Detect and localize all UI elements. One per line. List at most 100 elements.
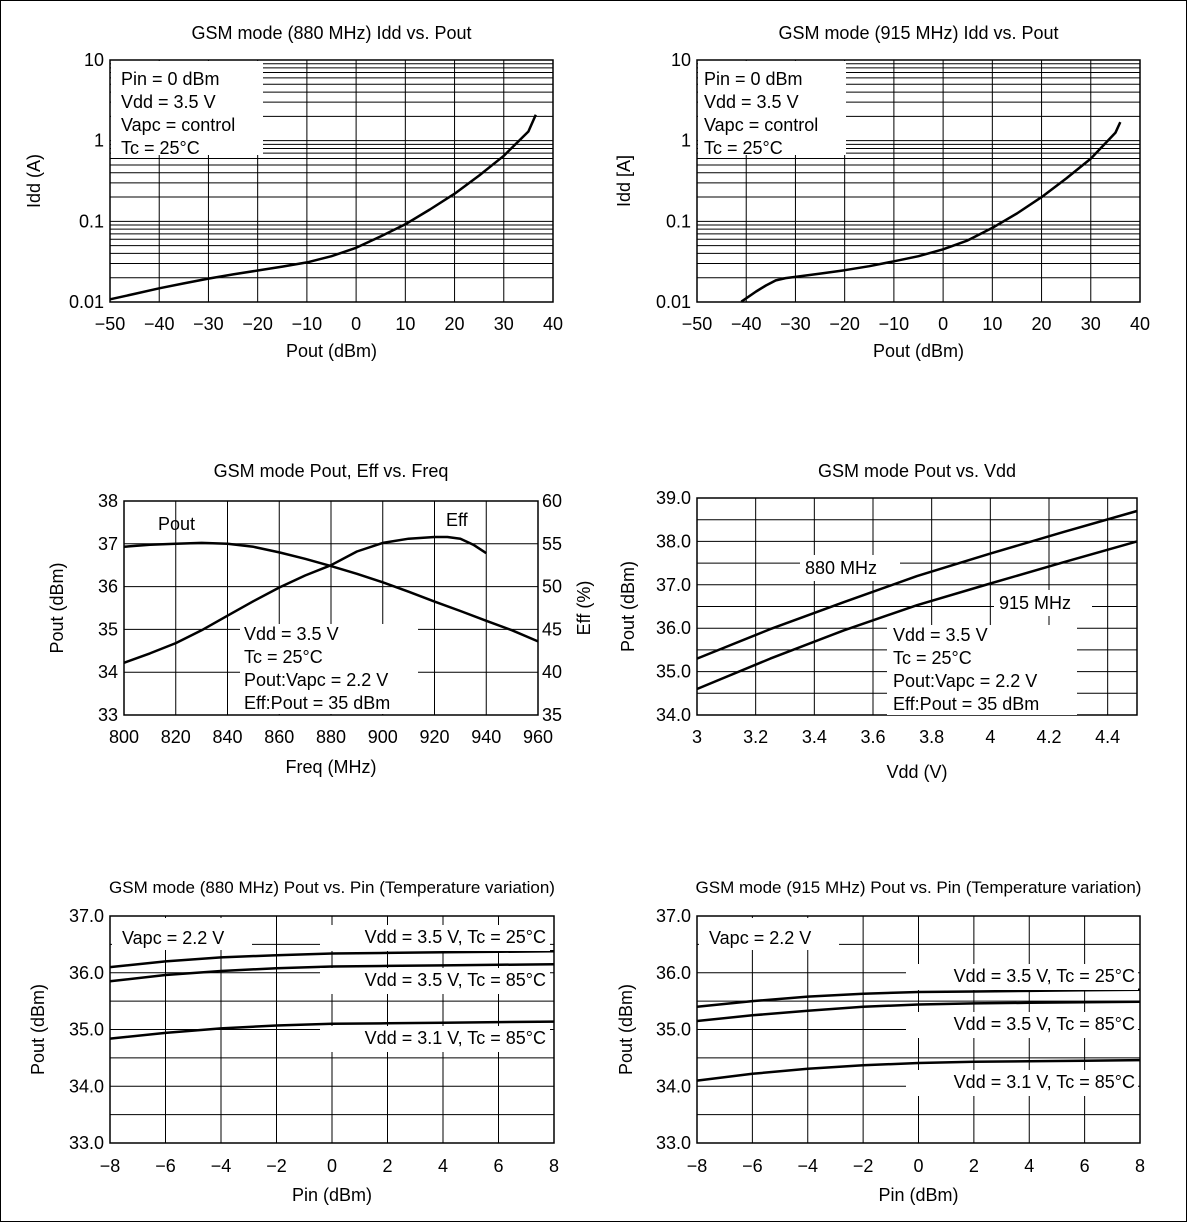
- y-tick-label: 0.01: [656, 292, 691, 312]
- chart-title: GSM mode Pout vs. Vdd: [818, 461, 1016, 481]
- plot-frame: [123, 500, 539, 716]
- series-label: Vdd = 3.1 V, Tc = 85°C: [365, 1028, 546, 1048]
- y-tick-label: 35: [98, 619, 118, 639]
- y-tick-label: 37: [98, 534, 118, 554]
- series-line-0: [696, 988, 1141, 1009]
- y-tick-label: 10: [84, 50, 104, 70]
- annotation-line: Vdd = 3.5 V: [244, 624, 339, 644]
- series-label: Vdd = 3.5 V, Tc = 25°C: [954, 966, 1135, 986]
- series-label-bg: [906, 964, 1138, 990]
- x-tick-label: 3.6: [860, 727, 885, 747]
- series-line-1: [696, 1000, 1141, 1023]
- annotation-line: Tc = 25°C: [244, 647, 323, 667]
- annotation-line: Eff:Pout = 35 dBm: [893, 694, 1039, 714]
- annotation-line: Tc = 25°C: [121, 138, 200, 158]
- chart-title: GSM mode Pout, Eff vs. Freq: [214, 461, 449, 481]
- x-tick-label: 880: [316, 727, 346, 747]
- x-tick-label: 4.4: [1095, 727, 1120, 747]
- x-tick-label: 840: [212, 727, 242, 747]
- series-label-bg: [800, 555, 900, 581]
- annotation-line: Pout:Vapc = 2.2 V: [244, 670, 388, 690]
- annotation-line: Tc = 25°C: [893, 648, 972, 668]
- y2-tick-label: 55: [542, 534, 562, 554]
- annotation-line: Tc = 25°C: [704, 138, 783, 158]
- y-axis-label: Pout (dBm): [618, 561, 638, 652]
- y-tick-label: 38.0: [656, 531, 691, 551]
- x-tick-label: 10: [982, 314, 1002, 334]
- x-axis-label: Pout (dBm): [286, 341, 377, 361]
- series-label-bg: [906, 1070, 1138, 1096]
- x-tick-label: 4: [1024, 1156, 1034, 1176]
- x-tick-label: 40: [1130, 314, 1150, 334]
- y-tick-label: 34.0: [656, 705, 691, 725]
- series-line-0: [109, 949, 555, 969]
- x-tick-label: 10: [395, 314, 415, 334]
- series-label-bg: [320, 925, 550, 951]
- x-tick-label: −50: [95, 314, 126, 334]
- series-line-0: [740, 121, 1122, 303]
- chart-c3: GSM mode Pout, Eff vs. Freq Vdd = 3.5 V Tc…: [47, 461, 594, 777]
- y-tick-label: 35.0: [656, 1020, 691, 1040]
- annotation-box: [887, 625, 1077, 715]
- x-axis-label: Pin (dBm): [292, 1185, 372, 1205]
- x-tick-label: −2: [853, 1156, 874, 1176]
- annotation-line: Vdd = 3.5 V: [121, 92, 216, 112]
- annotation-line: Vapc = 2.2 V: [709, 928, 811, 948]
- annotation-box: [112, 918, 252, 950]
- x-axis-label: Pout (dBm): [873, 341, 964, 361]
- x-tick-label: 4: [985, 727, 995, 747]
- chart-c6: GSM mode (915 MHz) Pout vs. Pin (Tempera…: [616, 878, 1145, 1205]
- x-tick-label: −8: [687, 1156, 708, 1176]
- x-tick-label: 4.2: [1036, 727, 1061, 747]
- x-tick-label: −20: [829, 314, 860, 334]
- x-tick-label: −30: [780, 314, 811, 334]
- x-tick-label: 20: [445, 314, 465, 334]
- x-tick-label: −30: [193, 314, 224, 334]
- chart-c5: GSM mode (880 MHz) Pout vs. Pin (Tempera…: [28, 878, 559, 1205]
- y-tick-label: 0.1: [666, 211, 691, 231]
- x-axis-label: Vdd (V): [886, 762, 947, 782]
- series-label: Vdd = 3.5 V, Tc = 85°C: [954, 1014, 1135, 1034]
- y-tick-label: 34.0: [656, 1076, 691, 1096]
- y-axis-label: Pout (dBm): [616, 984, 636, 1075]
- y-tick-label: 0.1: [79, 211, 104, 231]
- series-line-2: [696, 1058, 1141, 1082]
- x-tick-label: 0: [351, 314, 361, 334]
- y-tick-label: 1: [681, 131, 691, 151]
- x-tick-label: 20: [1032, 314, 1052, 334]
- x-tick-label: 940: [471, 727, 501, 747]
- y-tick-label: 1: [94, 131, 104, 151]
- y-tick-label: 37.0: [656, 906, 691, 926]
- series-label-bg: [320, 1026, 550, 1052]
- series-label: Vdd = 3.5 V, Tc = 25°C: [365, 927, 546, 947]
- x-tick-label: 4: [438, 1156, 448, 1176]
- series-label: 880 MHz: [805, 558, 877, 578]
- x-tick-label: −8: [100, 1156, 121, 1176]
- chart-title: GSM mode (915 MHz) Idd vs. Pout: [778, 23, 1058, 43]
- x-tick-label: 3.4: [802, 727, 827, 747]
- annotation-line: Vapc = 2.2 V: [122, 928, 224, 948]
- y-tick-label: 39.0: [656, 488, 691, 508]
- annotation-box: [698, 61, 846, 155]
- annotation-line: Vdd = 3.5 V: [893, 625, 988, 645]
- y-tick-label: 34: [98, 662, 118, 682]
- y-axis-label: Pout (dBm): [47, 562, 67, 653]
- y2-axis-label: Eff (%): [574, 581, 594, 636]
- x-tick-label: 2: [969, 1156, 979, 1176]
- y-tick-label: 38: [98, 491, 118, 511]
- plot-frame: [696, 59, 1141, 303]
- x-tick-label: −40: [731, 314, 762, 334]
- y-tick-label: 33.0: [656, 1133, 691, 1153]
- plot-frame: [109, 915, 555, 1144]
- y-axis-label: Pout (dBm): [28, 984, 48, 1075]
- x-tick-label: 3.8: [919, 727, 944, 747]
- x-tick-label: 900: [368, 727, 398, 747]
- plot-frame: [696, 915, 1141, 1144]
- series-line-0: [109, 114, 537, 301]
- x-tick-label: 8: [1135, 1156, 1145, 1176]
- x-tick-label: −6: [155, 1156, 176, 1176]
- x-tick-label: −4: [211, 1156, 232, 1176]
- chart-c1: GSM mode (880 MHz) Idd vs. Pout Pin = 0 d…: [24, 23, 563, 361]
- annotation-line: Vapc = control: [121, 115, 235, 135]
